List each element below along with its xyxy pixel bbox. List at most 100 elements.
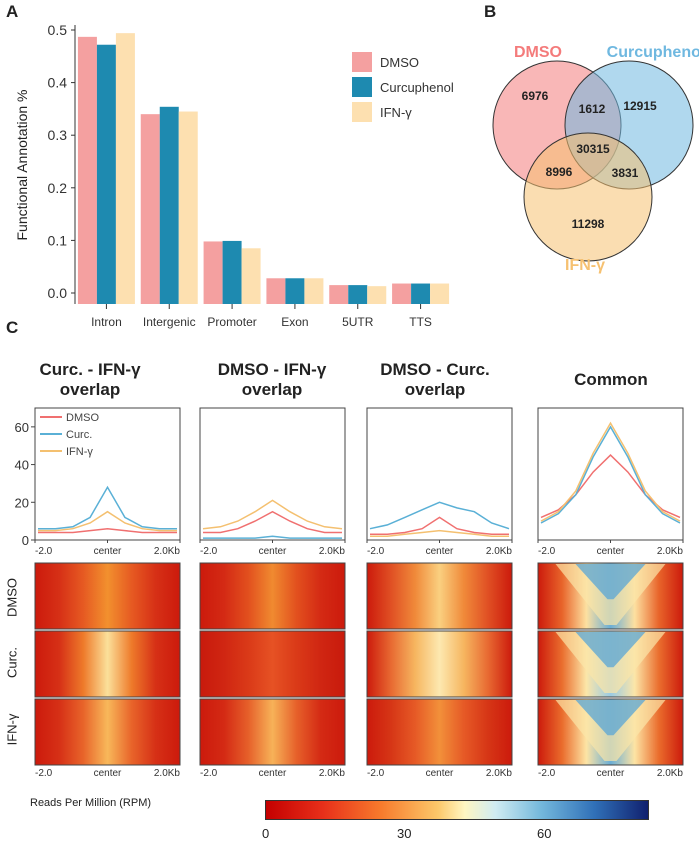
venn-diagram: DMSO Curcuphenol IFN-γ 6976 12915 11298 1612 89… xyxy=(492,44,699,274)
bar xyxy=(367,286,387,304)
profile-x-label: -2.0 xyxy=(200,546,218,557)
legend-swatch xyxy=(352,77,372,97)
venn-count: 1612 xyxy=(579,102,606,116)
heatmap-shape xyxy=(575,564,646,600)
profile-x-label: -2.0 xyxy=(367,546,385,557)
profile-x-label: center xyxy=(597,546,625,557)
bar xyxy=(241,248,261,304)
profile-frame xyxy=(366,407,513,541)
venn-count: 6976 xyxy=(522,89,549,103)
profile-line xyxy=(38,485,177,530)
y-tick-label: 0.4 xyxy=(48,75,68,91)
x-tick-label: Exon xyxy=(281,315,308,329)
profile-legend-label: DMSO xyxy=(66,412,99,424)
x-tick-label: Intron xyxy=(91,315,122,329)
profile-line xyxy=(38,527,177,534)
profile-x-label: -2.0 xyxy=(538,546,556,557)
y-tick-label: 0.5 xyxy=(48,22,68,38)
venn-circle xyxy=(523,132,653,262)
heatmap-x-label: 2.0Kb xyxy=(319,768,346,779)
y-tick-label: 0.3 xyxy=(48,127,68,143)
profile-x-label: 2.0Kb xyxy=(657,546,684,557)
heatmap-x-label: center xyxy=(597,768,625,779)
venn-count: 3831 xyxy=(612,166,639,180)
heatmap-shape xyxy=(575,632,646,668)
bar xyxy=(203,241,223,304)
heatmap-x-label: -2.0 xyxy=(367,768,385,779)
bar xyxy=(430,283,450,304)
x-tick-label: TTS xyxy=(409,315,432,329)
bar xyxy=(329,285,349,304)
bar xyxy=(304,278,324,304)
heatmap-x-label: center xyxy=(426,768,454,779)
profile-y-label: 40 xyxy=(15,458,29,473)
y-tick-label: 0.2 xyxy=(48,180,68,196)
heatmap-row-label-curc: Curc. xyxy=(4,646,20,679)
bar xyxy=(178,111,198,304)
profile-line xyxy=(369,501,510,530)
colorbar-tick-30: 30 xyxy=(397,826,412,841)
heatmap-x-label: center xyxy=(94,768,122,779)
panel-label-b: B xyxy=(484,2,497,21)
heatmap-row-label-dmso: DMSO xyxy=(4,578,20,617)
x-tick-label: Intergenic xyxy=(143,315,196,329)
profile-line xyxy=(203,535,342,539)
legend-label: DMSO xyxy=(380,55,419,70)
heatmap-block xyxy=(34,698,181,766)
heatmap-x-label: center xyxy=(259,768,287,779)
x-tick-label: 5UTR xyxy=(342,315,374,329)
profile-y-label: 0 xyxy=(22,533,29,548)
venn-count: 30315 xyxy=(576,142,610,156)
venn-count: 12915 xyxy=(623,99,657,113)
profile-title-4: Common xyxy=(574,370,648,389)
bar xyxy=(159,106,179,305)
profile-x-label: -2.0 xyxy=(35,546,53,557)
heatmap-grid: -2.0 center 2.0Kb -2.0 center 2.0Kb -2.0 center… xyxy=(34,562,684,779)
heatmap-x-label: -2.0 xyxy=(200,768,218,779)
bar xyxy=(348,285,368,304)
profile-x-label: center xyxy=(259,546,287,557)
heatmap-x-label: 2.0Kb xyxy=(657,768,684,779)
y-tick-label: 0.0 xyxy=(48,285,68,301)
profile-x-label: 2.0Kb xyxy=(486,546,513,557)
venn-set-label: IFN-γ xyxy=(565,257,605,274)
profile-line xyxy=(540,425,681,524)
legend-swatch xyxy=(352,102,372,122)
heatmap-block xyxy=(34,562,181,630)
bar xyxy=(115,33,135,304)
heatmap-block xyxy=(199,630,346,698)
bar xyxy=(140,114,160,304)
heatmap-block xyxy=(366,698,513,766)
heatmap-x-label: -2.0 xyxy=(538,768,556,779)
bar xyxy=(411,283,431,304)
profile-line xyxy=(370,516,509,536)
y-axis-title: Functional Annotation % xyxy=(14,90,30,241)
profile-frame xyxy=(34,407,181,541)
profile-line xyxy=(203,510,342,534)
bar xyxy=(392,283,412,304)
heatmap-block xyxy=(366,562,513,630)
heatmap-block xyxy=(366,630,513,698)
heatmap-row-label-ifng: IFN-γ xyxy=(4,713,20,746)
profile-legend-label: IFN-γ xyxy=(66,446,93,458)
heatmap-block xyxy=(34,630,181,698)
heatmap-x-label: -2.0 xyxy=(35,768,53,779)
bar xyxy=(222,240,242,304)
profile-x-label: 2.0Kb xyxy=(319,546,346,557)
y-tick-label: 0.1 xyxy=(48,232,68,248)
heatmap-shape xyxy=(575,700,646,736)
bar xyxy=(77,36,97,304)
venn-set-label: Curcuphenol xyxy=(607,44,699,61)
venn-set-label: DMSO xyxy=(514,44,562,61)
profile-y-label: 20 xyxy=(15,495,29,510)
profile-line xyxy=(540,421,681,522)
heatmap-block xyxy=(199,698,346,766)
profile-legend-label: Curc. xyxy=(66,429,92,441)
colorbar xyxy=(265,800,649,820)
bar xyxy=(266,278,286,304)
profile-y-label: 60 xyxy=(15,420,29,435)
colorbar-tick-60: 60 xyxy=(537,826,552,841)
heatmap-x-label: 2.0Kb xyxy=(154,768,181,779)
profile-frame xyxy=(199,407,346,541)
profile-line xyxy=(370,529,509,537)
